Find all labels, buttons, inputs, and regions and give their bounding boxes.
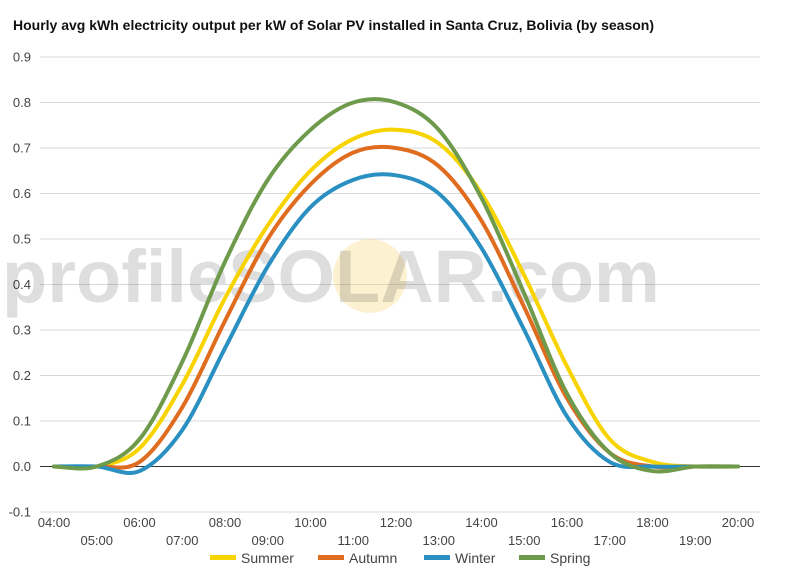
watermark: profileSOLAR.com	[2, 235, 660, 318]
y-tick-label: 0.2	[13, 368, 31, 383]
y-tick-label: 0.9	[13, 50, 31, 65]
watermark-text: profileSOLAR.com	[2, 235, 660, 318]
series-lines	[52, 97, 740, 476]
x-tick-label: 11:00	[337, 533, 369, 548]
y-tick-label: 0.0	[13, 459, 31, 474]
series-line-winter	[52, 172, 740, 476]
series-line-summer	[52, 127, 740, 470]
x-tick-label: 05:00	[80, 533, 113, 548]
legend-label-winter: Winter	[455, 550, 496, 566]
x-tick-label: 06:00	[123, 515, 156, 530]
legend-label-summer: Summer	[241, 550, 294, 566]
legend-label-spring: Spring	[550, 550, 590, 566]
series-line-spring	[52, 97, 740, 474]
x-tick-label: 04:00	[38, 515, 71, 530]
watermark-sun	[333, 239, 407, 313]
y-tick-label: 0.1	[13, 414, 31, 429]
y-tick-label: 0.8	[13, 95, 31, 110]
y-tick-label: 0.7	[13, 141, 31, 156]
x-tick-label: 18:00	[636, 515, 669, 530]
y-axis: -0.1 0.0 0.1 0.2 0.3 0.4 0.5 0.6 0.7 0.8 0.9	[9, 50, 31, 520]
x-tick-label: 17:00	[593, 533, 626, 548]
x-tick-label: 16:00	[551, 515, 584, 530]
x-tick-label: 14:00	[465, 515, 498, 530]
y-tick-label: 0.6	[13, 186, 31, 201]
x-tick-label: 19:00	[679, 533, 712, 548]
legend: Summer Autumn Winter Spring	[210, 550, 590, 566]
legend-swatch-winter	[424, 555, 450, 560]
y-tick-label: 0.5	[13, 232, 31, 247]
legend-label-autumn: Autumn	[349, 550, 397, 566]
legend-swatch-spring	[519, 555, 545, 560]
x-tick-label: 13:00	[422, 533, 455, 548]
x-tick-label: 07:00	[166, 533, 199, 548]
y-tick-label: 0.4	[13, 277, 31, 292]
legend-swatch-summer	[210, 555, 236, 560]
x-axis: 04:00 05:00 06:00 07:00 08:00 09:00 10:00 11:00…	[38, 515, 755, 548]
x-tick-label: 09:00	[251, 533, 284, 548]
x-tick-label: 12:00	[380, 515, 413, 530]
x-tick-label: 20:00	[722, 515, 755, 530]
y-tick-label: -0.1	[9, 505, 31, 520]
x-tick-label: 08:00	[209, 515, 242, 530]
y-tick-label: 0.3	[13, 323, 31, 338]
chart-title: Hourly avg kWh electricity output per kW…	[13, 17, 655, 33]
legend-swatch-autumn	[318, 555, 344, 560]
x-tick-label: 10:00	[294, 515, 327, 530]
x-tick-label: 15:00	[508, 533, 541, 548]
